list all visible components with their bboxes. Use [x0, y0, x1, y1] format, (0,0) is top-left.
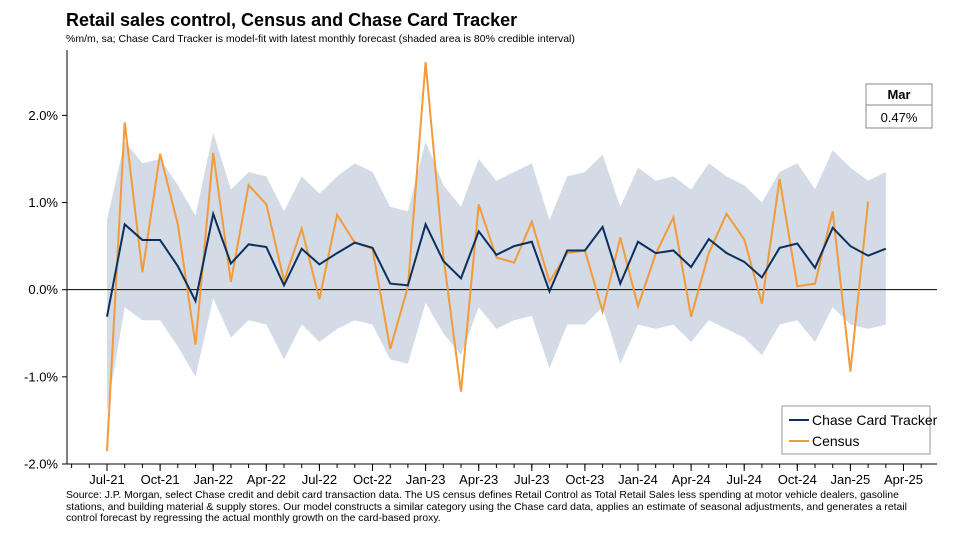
legend: Chase Card Tracker Census — [781, 405, 938, 455]
x-tick-label: Jul-22 — [302, 472, 337, 487]
x-tick-label: Oct-21 — [141, 472, 180, 487]
x-tick-label: Jan-23 — [406, 472, 446, 487]
y-tick-label: 0.0% — [28, 282, 58, 297]
x-tick-label: Jan-22 — [193, 472, 233, 487]
y-tick-label: -1.0% — [24, 369, 58, 384]
x-tick-label: Oct-24 — [778, 472, 817, 487]
x-tick-label: Apr-25 — [884, 472, 923, 487]
x-tick-label: Jul-24 — [726, 472, 761, 487]
legend-label-census: Census — [812, 433, 859, 449]
x-tick-label: Apr-23 — [459, 472, 498, 487]
x-tick-label: Apr-24 — [672, 472, 711, 487]
callout-value: 0.47% — [881, 110, 918, 125]
series-line-chase-card-tracker — [106, 210, 887, 317]
x-tick-label: Jul-21 — [89, 472, 124, 487]
credible-interval-layer — [107, 132, 886, 412]
credible-interval-band — [107, 132, 886, 412]
series-layer — [106, 62, 887, 451]
latest-value-callout: Mar 0.47% — [865, 83, 933, 129]
series-line-census — [106, 62, 870, 451]
y-tick-label: -2.0% — [24, 457, 58, 472]
chart-subtitle: %m/m, sa; Chase Card Tracker is model-fi… — [66, 33, 575, 45]
x-axis-ticks: Jul-21 Oct-21 Jan-22 Apr-22 Jul-22 Oct-22 Jan-… — [71, 464, 923, 487]
x-tick-label: Apr-22 — [247, 472, 286, 487]
chart-title: Retail sales control, Census and Chase C… — [66, 10, 518, 30]
x-tick-label: Oct-23 — [565, 472, 604, 487]
y-tick-label: 1.0% — [28, 195, 58, 210]
callout-label: Mar — [887, 87, 910, 102]
source-note: Source: J.P. Morgan, select Chase credit… — [66, 490, 907, 525]
x-tick-label: Jul-23 — [514, 472, 549, 487]
y-axis-ticks: 2.0% 1.0% 0.0% -1.0% -2.0% — [24, 108, 67, 472]
x-tick-label: Jan-25 — [831, 472, 871, 487]
x-tick-label: Jan-24 — [618, 472, 658, 487]
legend-label-chase: Chase Card Tracker — [812, 412, 938, 428]
y-tick-label: 2.0% — [28, 108, 58, 123]
x-tick-label: Oct-22 — [353, 472, 392, 487]
